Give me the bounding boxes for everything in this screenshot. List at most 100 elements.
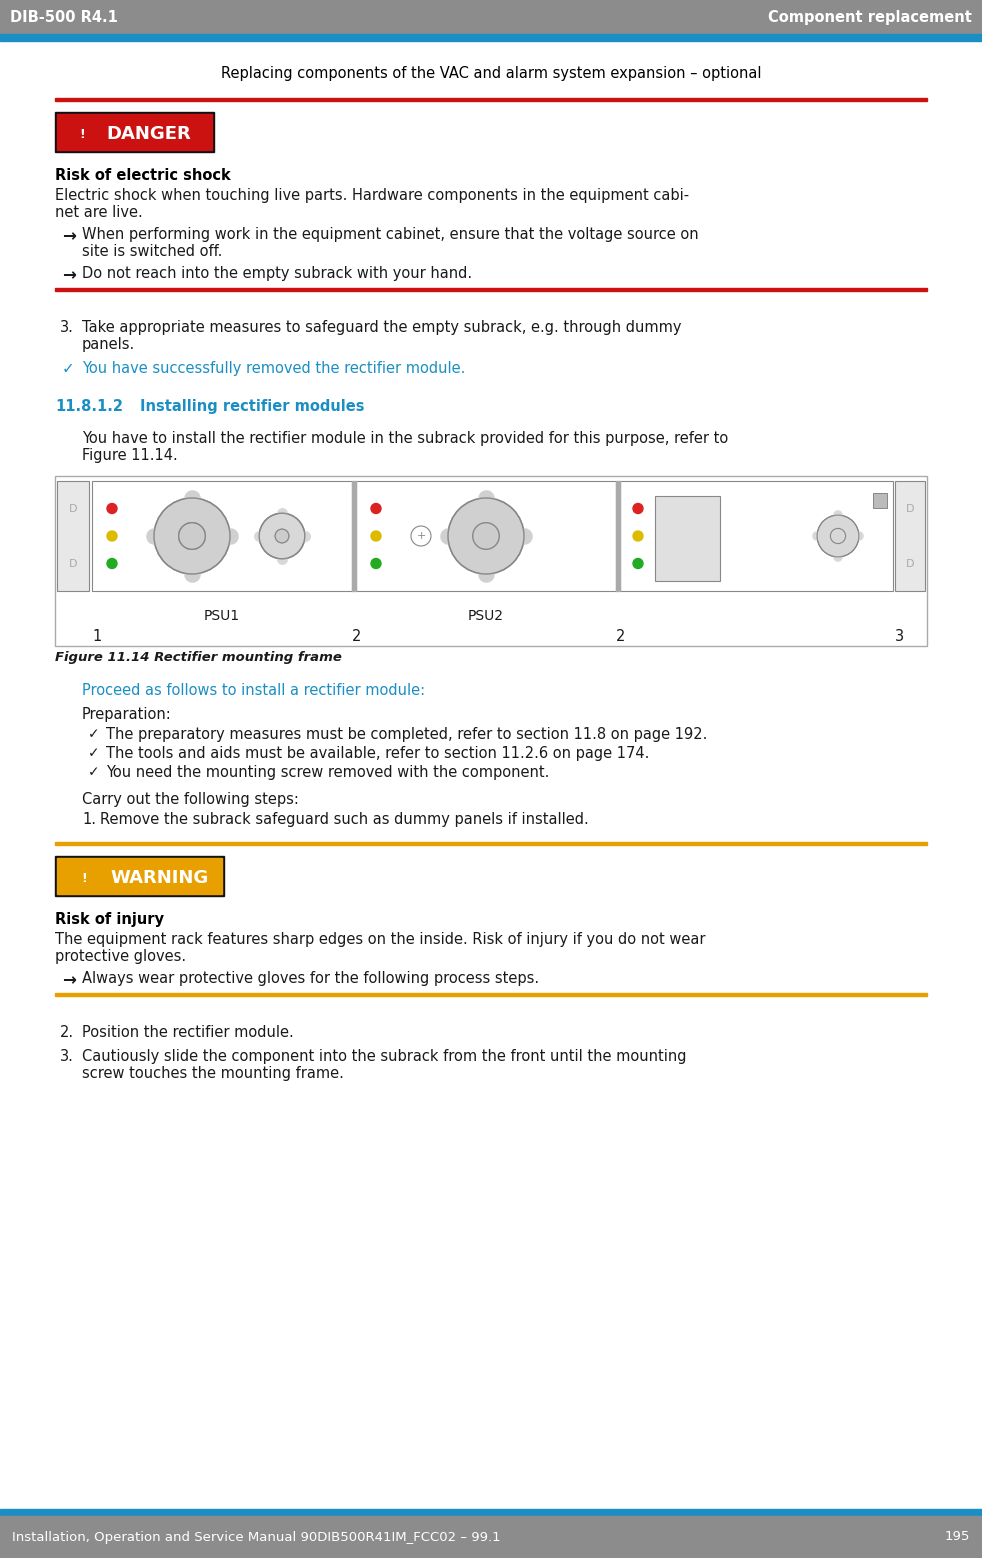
Text: ▲: ▲: [77, 869, 91, 887]
Bar: [55, 855, 224, 896]
Text: DANGER: DANGER: [106, 125, 191, 143]
Text: D: D: [69, 558, 78, 569]
Circle shape: [817, 516, 859, 556]
Text: 3.: 3.: [60, 1049, 74, 1064]
Circle shape: [275, 530, 289, 542]
Text: 2: 2: [616, 629, 626, 643]
Text: Risk of electric shock: Risk of electric shock: [55, 168, 231, 182]
Text: 3.: 3.: [60, 319, 74, 335]
Text: The equipment rack features sharp edges on the inside. Risk of injury if you do : The equipment rack features sharp edges …: [55, 932, 705, 947]
Bar: [57, 114, 212, 150]
Circle shape: [633, 531, 643, 541]
Bar: [92, 481, 352, 590]
Text: !: !: [80, 128, 84, 140]
Text: Installing rectifier modules: Installing rectifier modules: [140, 399, 364, 414]
Text: Installation, Operation and Service Manual 90DIB500R41IM_FCC02 – 99.1: Installation, Operation and Service Manu…: [12, 1530, 501, 1544]
Bar: [895, 481, 925, 590]
Circle shape: [179, 522, 205, 550]
Text: protective gloves.: protective gloves.: [55, 949, 187, 964]
Text: You need the mounting screw removed with the component.: You need the mounting screw removed with…: [106, 765, 549, 781]
Text: D: D: [69, 503, 78, 514]
Text: Risk of injury: Risk of injury: [55, 911, 164, 927]
Bar: [57, 481, 89, 590]
Text: →: →: [62, 266, 76, 284]
Text: Cautiously slide the component into the subrack from the front until the mountin: Cautiously slide the component into the …: [82, 1049, 686, 1064]
Text: !: !: [82, 871, 86, 885]
Text: Always wear protective gloves for the following process steps.: Always wear protective gloves for the fo…: [82, 971, 539, 986]
Circle shape: [371, 558, 381, 569]
Text: Electric shock when touching live parts. Hardware components in the equipment ca: Electric shock when touching live parts.…: [55, 189, 689, 203]
Text: +: +: [416, 531, 425, 541]
Text: panels.: panels.: [82, 337, 136, 352]
Bar: [620, 481, 893, 590]
Text: Position the rectifier module.: Position the rectifier module.: [82, 1025, 294, 1041]
Bar: [55, 98, 927, 101]
Circle shape: [633, 503, 643, 514]
Bar: [55, 992, 927, 996]
Circle shape: [371, 531, 381, 541]
Text: PSU1: PSU1: [204, 609, 240, 623]
Text: ✓: ✓: [62, 361, 75, 375]
Circle shape: [448, 499, 524, 573]
Bar: [55, 112, 214, 153]
Bar: [0, 1516, 982, 1558]
Circle shape: [179, 522, 205, 550]
Text: ✓: ✓: [88, 746, 99, 760]
Text: Carry out the following steps:: Carry out the following steps:: [82, 791, 299, 807]
Bar: [55, 477, 927, 647]
Bar: [873, 492, 887, 508]
Bar: [55, 288, 927, 291]
Text: DIB-500 R4.1: DIB-500 R4.1: [10, 9, 118, 25]
Bar: [55, 841, 927, 844]
Bar: [616, 481, 620, 590]
Text: You have to install the rectifier module in the subrack provided for this purpos: You have to install the rectifier module…: [82, 432, 729, 446]
Text: Take appropriate measures to safeguard the empty subrack, e.g. through dummy: Take appropriate measures to safeguard t…: [82, 319, 682, 335]
Bar: [0, 1510, 982, 1516]
Circle shape: [259, 513, 304, 559]
Text: 1.: 1.: [82, 812, 96, 827]
Text: screw touches the mounting frame.: screw touches the mounting frame.: [82, 1066, 344, 1081]
Text: 1: 1: [92, 629, 101, 643]
Text: Component replacement: Component replacement: [768, 9, 972, 25]
Text: Preparation:: Preparation:: [82, 707, 172, 721]
Text: →: →: [62, 227, 76, 245]
Bar: [356, 481, 616, 590]
Text: PSU2: PSU2: [468, 609, 504, 623]
Circle shape: [275, 530, 289, 542]
Text: The tools and aids must be available, refer to section 11.2.6 on page 174.: The tools and aids must be available, re…: [106, 746, 649, 760]
Circle shape: [107, 503, 117, 514]
Text: ▲: ▲: [75, 125, 89, 143]
Text: D: D: [905, 503, 914, 514]
Text: Figure 11.14.: Figure 11.14.: [82, 449, 178, 463]
Text: Proceed as follows to install a rectifier module:: Proceed as follows to install a rectifie…: [82, 682, 425, 698]
Text: D: D: [905, 558, 914, 569]
Text: Figure 11.14 Rectifier mounting frame: Figure 11.14 Rectifier mounting frame: [55, 651, 342, 664]
Bar: [57, 858, 222, 894]
Text: 11.8.1.2: 11.8.1.2: [55, 399, 123, 414]
Bar: [352, 481, 356, 590]
Circle shape: [472, 522, 499, 550]
Text: 195: 195: [945, 1530, 970, 1544]
Circle shape: [154, 499, 230, 573]
Text: Do not reach into the empty subrack with your hand.: Do not reach into the empty subrack with…: [82, 266, 472, 280]
Text: 3: 3: [895, 629, 904, 643]
Circle shape: [107, 558, 117, 569]
Text: →: →: [62, 971, 76, 989]
Text: net are live.: net are live.: [55, 206, 142, 220]
Circle shape: [633, 558, 643, 569]
Bar: [655, 495, 720, 581]
Text: ✓: ✓: [88, 728, 99, 742]
Text: 2: 2: [352, 629, 361, 643]
Text: WARNING: WARNING: [110, 869, 208, 887]
Text: You have successfully removed the rectifier module.: You have successfully removed the rectif…: [82, 361, 465, 375]
Text: site is switched off.: site is switched off.: [82, 245, 222, 259]
Text: When performing work in the equipment cabinet, ensure that the voltage source on: When performing work in the equipment ca…: [82, 227, 698, 241]
Circle shape: [107, 531, 117, 541]
Text: 2.: 2.: [60, 1025, 74, 1041]
Circle shape: [371, 503, 381, 514]
Text: ✓: ✓: [88, 765, 99, 779]
Text: The preparatory measures must be completed, refer to section 11.8 on page 192.: The preparatory measures must be complet…: [106, 728, 707, 742]
Bar: [0, 34, 982, 41]
Bar: [0, 0, 982, 34]
Text: Remove the subrack safeguard such as dummy panels if installed.: Remove the subrack safeguard such as dum…: [100, 812, 589, 827]
